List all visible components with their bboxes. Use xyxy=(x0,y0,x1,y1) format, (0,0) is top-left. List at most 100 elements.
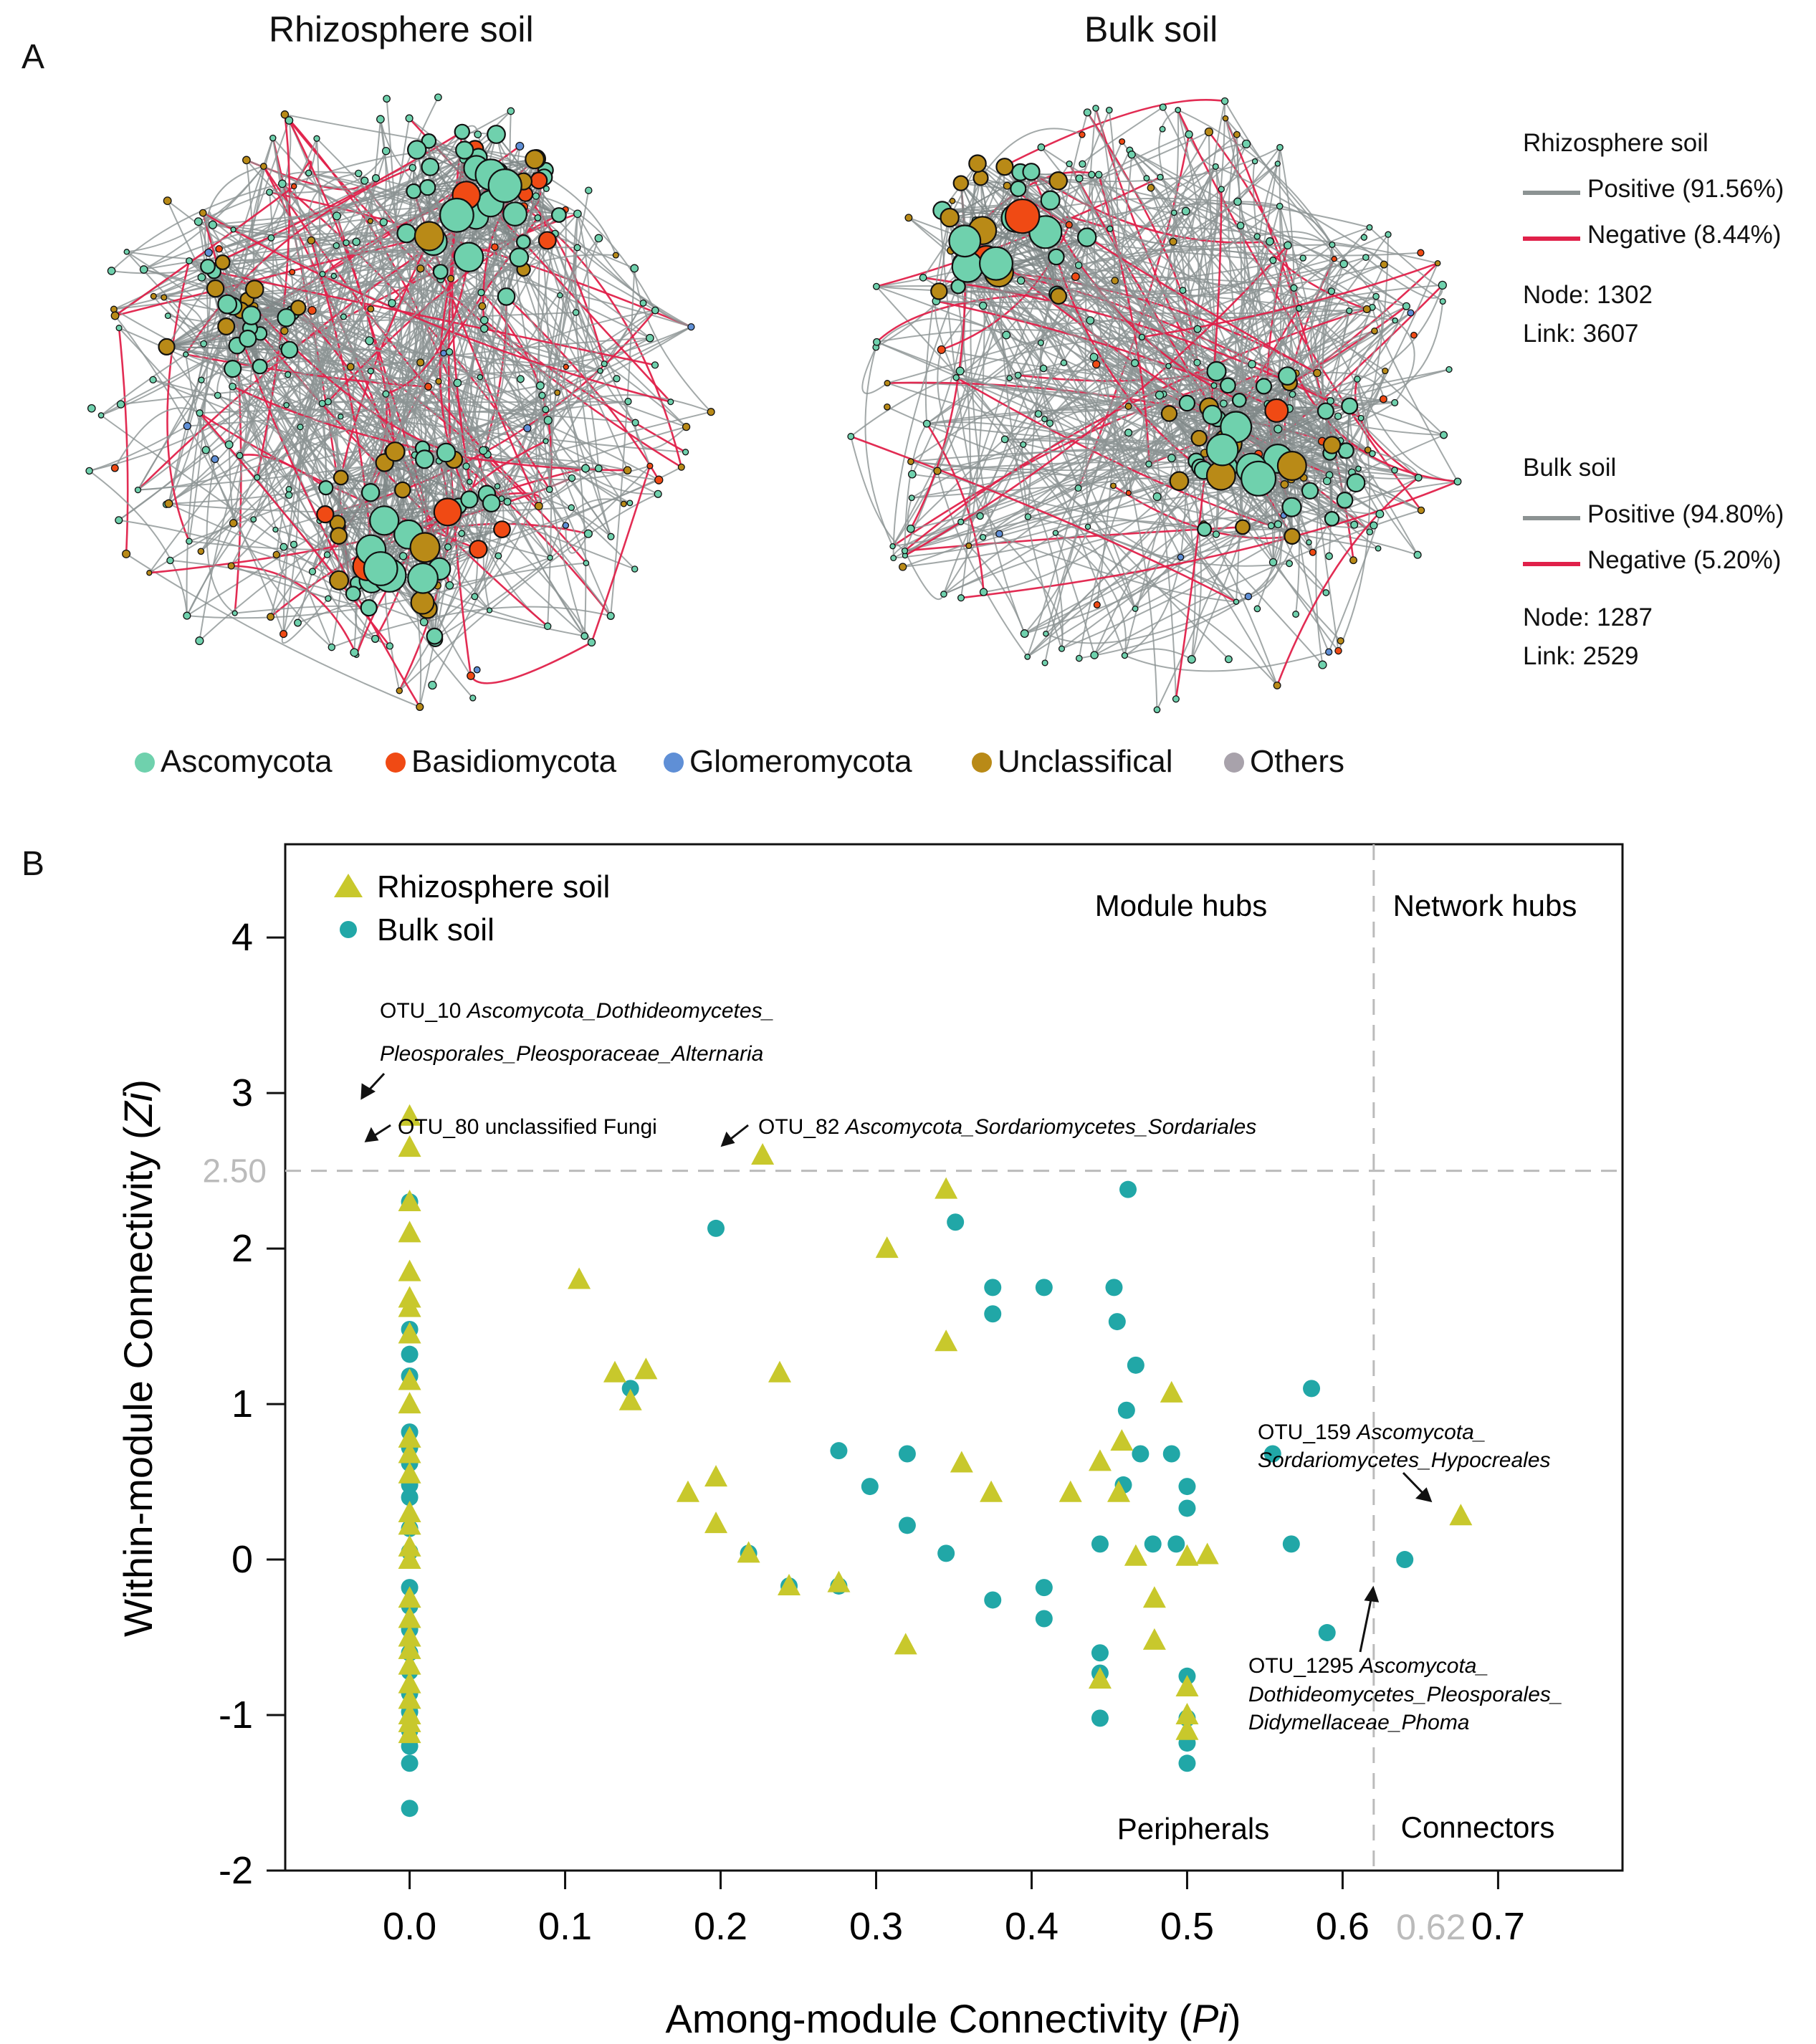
positive-edge xyxy=(1024,477,1304,634)
network-node xyxy=(455,140,474,160)
annotation-otu82: OTU_82 Ascomycota_Sordariomycetes_Sordar… xyxy=(758,1115,1256,1139)
network-node xyxy=(568,474,576,482)
rhizosphere-point xyxy=(704,1465,728,1487)
network-node xyxy=(494,552,502,560)
network-node xyxy=(272,526,279,533)
network-node xyxy=(1016,276,1026,285)
network-node xyxy=(186,538,193,545)
positive-edge xyxy=(1134,363,1196,660)
network-node xyxy=(948,224,982,258)
network-node xyxy=(1197,521,1213,537)
network-legend: Rhizosphere soil Positive (91.56%) Negat… xyxy=(1523,129,1813,674)
rhizosphere-point xyxy=(778,1573,801,1595)
rhizosphere-point xyxy=(751,1142,775,1165)
network-node xyxy=(272,550,281,559)
legend-bulk-title: Bulk soil xyxy=(1523,454,1617,482)
rhizosphere-point xyxy=(768,1360,791,1382)
positive-edge xyxy=(89,425,188,472)
positive-edge xyxy=(202,212,687,428)
bulk-soil-point xyxy=(1119,1180,1137,1198)
network-node xyxy=(1445,366,1453,373)
network-node xyxy=(1088,171,1096,178)
network-node xyxy=(1159,125,1166,133)
network-node xyxy=(1212,530,1220,538)
rhizosphere-point xyxy=(398,1534,421,1557)
rhizosphere-point xyxy=(398,1586,421,1608)
network-node xyxy=(340,313,347,320)
network-node xyxy=(1048,248,1065,266)
network-node xyxy=(1233,197,1242,206)
network-node xyxy=(318,479,334,496)
rhizosphere-point xyxy=(1058,1480,1082,1502)
network-node xyxy=(872,282,880,290)
network-node xyxy=(1219,399,1228,408)
network-node xyxy=(1218,186,1225,193)
positive-edge xyxy=(138,386,429,491)
network-node xyxy=(447,274,455,282)
network-node xyxy=(407,140,427,160)
rhizosphere-point xyxy=(1110,1429,1134,1451)
network-node xyxy=(583,529,593,538)
network-node xyxy=(123,249,130,255)
network-node xyxy=(667,398,674,406)
network-node xyxy=(1402,302,1410,310)
network-node xyxy=(1414,474,1423,482)
network-node xyxy=(1041,416,1048,423)
network-node xyxy=(1292,611,1300,618)
annotation-otu1295-line1: OTU_1295 Ascomycota_ xyxy=(1248,1654,1488,1678)
negative-edge xyxy=(483,319,687,453)
negative-edge xyxy=(202,211,672,403)
positive-edge xyxy=(1220,118,1238,190)
positive-edge xyxy=(118,327,386,464)
positive-edge xyxy=(943,406,1210,595)
cluster-edge xyxy=(998,237,1088,273)
cluster-edge xyxy=(1058,237,1088,297)
positive-edge xyxy=(449,562,586,586)
network-node xyxy=(267,613,275,621)
network-node xyxy=(1407,309,1415,317)
rhizosphere-point xyxy=(1175,1718,1199,1740)
network-node xyxy=(1131,359,1139,368)
phylum-label-ascomycota: Ascomycota xyxy=(161,744,333,779)
network-node xyxy=(1089,353,1099,362)
network-node xyxy=(453,242,484,272)
network-node xyxy=(1375,510,1385,519)
network-node xyxy=(543,438,549,444)
network-node xyxy=(493,520,511,538)
positive-edge xyxy=(892,398,1384,548)
network-node xyxy=(290,540,298,548)
network-node xyxy=(1439,297,1446,305)
rhizosphere-point xyxy=(1142,1628,1166,1650)
network-node xyxy=(1004,199,1041,234)
network-node xyxy=(122,549,131,558)
bulk-soil-point xyxy=(401,1754,419,1772)
bulk-soil-point xyxy=(1162,1445,1180,1463)
positive-edge xyxy=(927,409,1218,425)
network-node xyxy=(1002,330,1011,340)
network-node xyxy=(376,115,385,124)
network-node xyxy=(426,627,444,645)
network-node xyxy=(1000,435,1009,444)
network-node xyxy=(1276,450,1307,481)
network-node xyxy=(477,289,485,297)
network-node xyxy=(1160,405,1178,422)
network-nodes xyxy=(85,93,715,711)
network-title-rhizosphere: Rhizosphere soil xyxy=(269,9,534,49)
network-node xyxy=(516,234,531,249)
network-node xyxy=(379,218,388,226)
network-node xyxy=(551,207,567,223)
network-node xyxy=(453,378,462,388)
network-node xyxy=(462,462,470,470)
positive-line-swatch xyxy=(1523,516,1580,520)
network-node xyxy=(360,483,381,502)
positive-edge xyxy=(113,308,440,462)
network-node xyxy=(1327,287,1336,295)
network-node xyxy=(682,449,689,456)
network-node xyxy=(1453,477,1462,486)
network-node xyxy=(150,292,157,300)
positive-edge xyxy=(904,423,928,551)
network-node xyxy=(976,512,984,520)
rhizosphere-point xyxy=(875,1236,899,1259)
network-node xyxy=(1003,181,1011,190)
bulk-soil-point xyxy=(898,1445,916,1463)
